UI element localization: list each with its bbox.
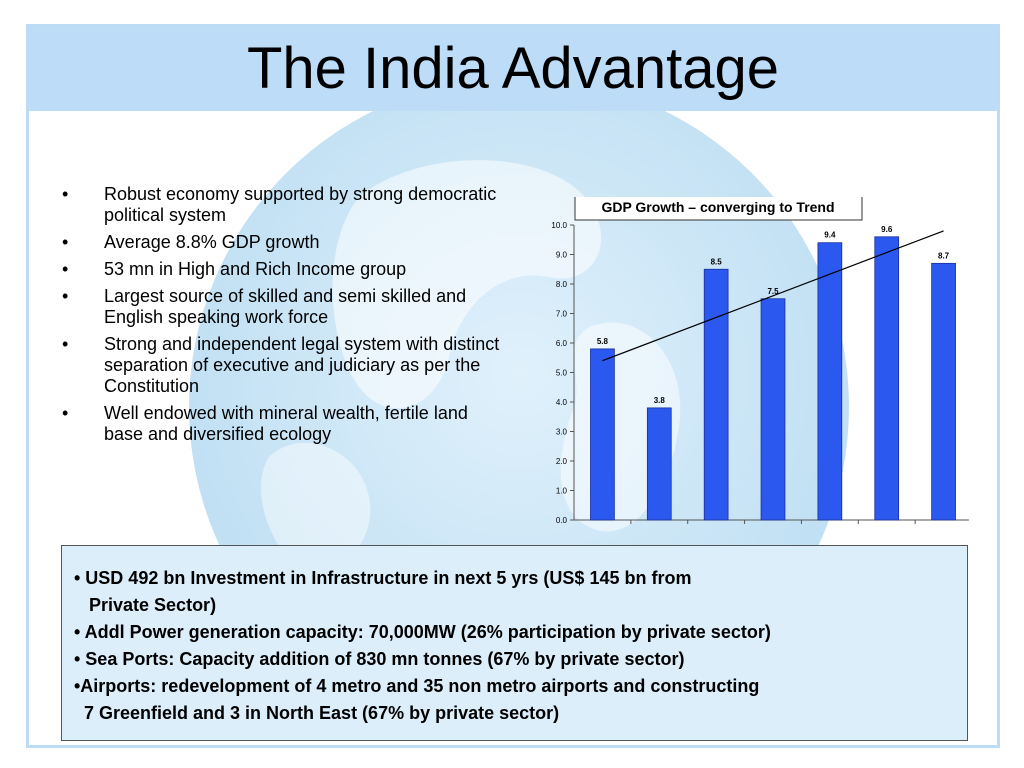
- bar-value-label: 7.5: [767, 287, 779, 296]
- bar-value-label: 5.8: [597, 337, 609, 346]
- y-tick-label: 6.0: [556, 339, 568, 348]
- y-tick-label: 8.0: [556, 280, 568, 289]
- bullet-text: Strong and independent legal system with…: [104, 334, 500, 396]
- gdp-bar: [646, 407, 672, 521]
- bullet-text: 53 mn in High and Rich Income group: [104, 259, 407, 279]
- bar-value-label: 9.6: [881, 225, 893, 234]
- y-tick-label: 10.0: [551, 221, 567, 230]
- bullet-marker: •: [62, 403, 69, 423]
- gdp-bar: [817, 242, 843, 521]
- gdp-chart: GDP Growth – converging to Trend 0.0 1.0 2.…: [519, 190, 973, 539]
- bullet-marker: •: [62, 334, 69, 354]
- bullet-item: • Well endowed with mineral wealth, ferti…: [62, 403, 502, 445]
- gdp-bar: [760, 298, 786, 521]
- bar-value-label: 8.7: [938, 251, 950, 260]
- gdp-chart-svg: GDP Growth – converging to Trend 0.0 1.0 2.…: [551, 190, 973, 539]
- y-tick-label: 9.0: [556, 251, 568, 260]
- trend-line: [602, 230, 944, 362]
- bullet-item: • Average 8.8% GDP growth: [62, 232, 502, 253]
- bullet-marker: •: [62, 184, 69, 204]
- slide: The India Advantage • Robust economy supp…: [26, 24, 1000, 748]
- y-tick-label: 0.0: [556, 516, 568, 525]
- slide-title: The India Advantage: [246, 36, 780, 101]
- y-tick-label: 5.0: [556, 369, 568, 378]
- highlight-line: •Airports: redevelopment of 4 metro and …: [74, 676, 760, 696]
- bullet-text: Largest source of skilled and semi skill…: [104, 286, 467, 327]
- gdp-bar: [931, 262, 956, 521]
- gdp-bar: [874, 236, 900, 521]
- bullet-text: Average 8.8% GDP growth: [104, 232, 320, 252]
- bullet-marker: •: [62, 259, 69, 279]
- gdp-bar: [590, 348, 615, 521]
- highlight-line: • Addl Power generation capacity: 70,000…: [74, 622, 771, 642]
- bar-value-label: 9.4: [824, 231, 836, 240]
- bullet-text: Well endowed with mineral wealth, fertil…: [104, 403, 468, 444]
- bullet-item: • Robust economy supported by strong demo…: [62, 184, 502, 226]
- bullet-list: • Robust economy supported by strong demo…: [62, 184, 502, 451]
- infrastructure-highlights-box: • USD 492 bn Investment in Infrastructur…: [61, 545, 968, 741]
- bullet-item: • Largest source of skilled and semi skil…: [62, 286, 502, 328]
- bullet-item: • Strong and independent legal system wit…: [62, 334, 502, 397]
- gdp-bar: [703, 268, 729, 521]
- bar-value-label: 8.5: [711, 257, 723, 266]
- y-tick-label: 7.0: [556, 310, 568, 319]
- bar-value-label: 3.8: [654, 396, 666, 405]
- title-bar: The India Advantage: [29, 27, 997, 111]
- y-tick-label: 1.0: [556, 487, 568, 496]
- highlight-line: Private Sector): [74, 595, 217, 615]
- y-tick-label: 4.0: [556, 398, 568, 407]
- bullet-marker: •: [62, 232, 69, 252]
- y-tick-label: 2.0: [556, 457, 568, 466]
- y-tick-label: 3.0: [556, 428, 568, 437]
- bullet-item: • 53 mn in High and Rich Income group: [62, 259, 502, 280]
- highlight-line: • Sea Ports: Capacity addition of 830 mn…: [74, 649, 685, 669]
- highlight-line: 7 Greenfield and 3 in North East (67% by…: [74, 703, 560, 723]
- chart-title: GDP Growth – converging to Trend: [601, 199, 834, 215]
- bullet-text: Robust economy supported by strong democ…: [104, 184, 497, 225]
- highlight-line: • USD 492 bn Investment in Infrastructur…: [74, 568, 692, 588]
- bullet-marker: •: [62, 286, 69, 306]
